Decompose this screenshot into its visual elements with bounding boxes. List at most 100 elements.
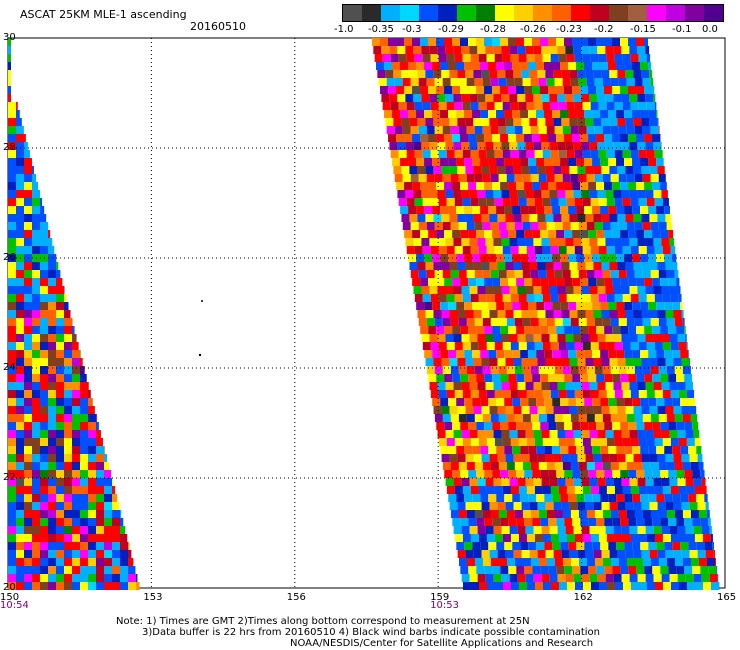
wind-cell: [605, 238, 614, 246]
wind-cell: [8, 150, 16, 158]
wind-cell: [657, 502, 666, 510]
wind-cell: [590, 390, 599, 398]
wind-cell: [562, 174, 571, 182]
wind-cell: [698, 462, 704, 470]
wind-cell: [580, 86, 589, 94]
wind-cell: [656, 110, 658, 118]
wind-cell: [40, 294, 48, 302]
wind-cell: [662, 342, 671, 350]
wind-cell: [685, 334, 687, 342]
wind-cell: [80, 414, 88, 422]
wind-cell: [629, 142, 638, 150]
wind-cell: [578, 414, 587, 422]
wind-cell: [32, 518, 40, 526]
wind-cell: [537, 502, 546, 510]
wind-cell: [641, 262, 650, 270]
wind-cell: [542, 438, 551, 446]
wind-cell: [80, 390, 88, 398]
wind-cell: [558, 198, 567, 206]
wind-cell: [666, 414, 675, 422]
wind-cell: [620, 374, 629, 382]
wind-cell: [104, 462, 110, 470]
wind-cell: [492, 470, 501, 478]
wind-cell: [533, 286, 542, 294]
wind-cell: [620, 278, 629, 286]
wind-cell: [56, 470, 64, 478]
wind-cell: [458, 270, 467, 278]
colorbar: [342, 4, 724, 22]
wind-cell: [481, 550, 490, 558]
wind-cell: [444, 326, 453, 334]
wind-cell: [572, 38, 580, 46]
wind-cell: [16, 486, 24, 494]
wind-cell: [405, 190, 414, 198]
wind-cell: [444, 86, 453, 94]
wind-cell: [409, 118, 418, 126]
wind-cell: [8, 46, 11, 54]
wind-cell: [445, 478, 454, 486]
wind-cell: [80, 374, 87, 382]
wind-cell: [529, 502, 538, 510]
wind-cell: [72, 390, 80, 398]
wind-cell: [422, 294, 431, 302]
wind-cell: [506, 270, 515, 278]
wind-cell: [416, 110, 425, 118]
wind-cell: [648, 302, 657, 310]
wind-cell: [560, 446, 569, 454]
colorbar-label: -0.28: [480, 24, 506, 35]
wind-cell: [48, 422, 56, 430]
wind-cell: [622, 438, 631, 446]
wind-cell: [450, 222, 459, 230]
wind-cell: [32, 542, 40, 550]
wind-cell: [565, 430, 574, 438]
x-tick-label: 165: [717, 592, 737, 603]
wind-cell: [16, 222, 24, 230]
wind-cell: [434, 222, 443, 230]
wind-cell: [504, 110, 513, 118]
wind-cell: [657, 262, 666, 270]
wind-cell: [104, 502, 112, 510]
wind-cell: [701, 574, 710, 582]
wind-cell: [504, 302, 513, 310]
colorbar-swatch: [457, 5, 476, 21]
wind-cell: [430, 246, 439, 254]
wind-cell: [442, 462, 451, 470]
wind-cell: [482, 126, 491, 134]
colorbar-swatch: [400, 5, 419, 21]
wind-cell: [452, 38, 460, 46]
wind-cell: [392, 158, 401, 166]
wind-cell: [16, 126, 24, 134]
wind-cell: [617, 406, 626, 414]
wind-cell: [605, 286, 614, 294]
wind-cell: [80, 438, 88, 446]
wind-cell: [414, 294, 423, 302]
wind-cell: [440, 302, 449, 310]
wind-cell: [689, 454, 698, 462]
colorbar-swatch: [343, 5, 362, 21]
wind-cell: [664, 494, 673, 502]
wind-cell: [88, 438, 96, 446]
wind-cell: [485, 526, 494, 534]
wind-cell: [520, 494, 529, 502]
wind-cell: [537, 550, 546, 558]
wind-cell: [710, 534, 713, 542]
wind-cell: [652, 134, 661, 142]
wind-cell: [644, 566, 653, 574]
wind-cell: [396, 134, 405, 142]
land-dot: [198, 353, 202, 357]
wind-cell: [461, 334, 470, 342]
wind-cell: [408, 110, 417, 118]
wind-cell: [470, 102, 479, 110]
wind-cell: [642, 510, 651, 518]
wind-cell: [529, 70, 538, 78]
wind-cell: [598, 390, 607, 398]
wind-cell: [509, 190, 518, 198]
wind-cell: [88, 422, 96, 430]
wind-cell: [620, 134, 629, 142]
wind-cell: [549, 430, 558, 438]
wind-cell: [489, 118, 498, 126]
wind-cell: [644, 182, 653, 190]
wind-cell: [494, 342, 503, 350]
wind-cell: [522, 510, 531, 518]
wind-cell: [622, 246, 631, 254]
